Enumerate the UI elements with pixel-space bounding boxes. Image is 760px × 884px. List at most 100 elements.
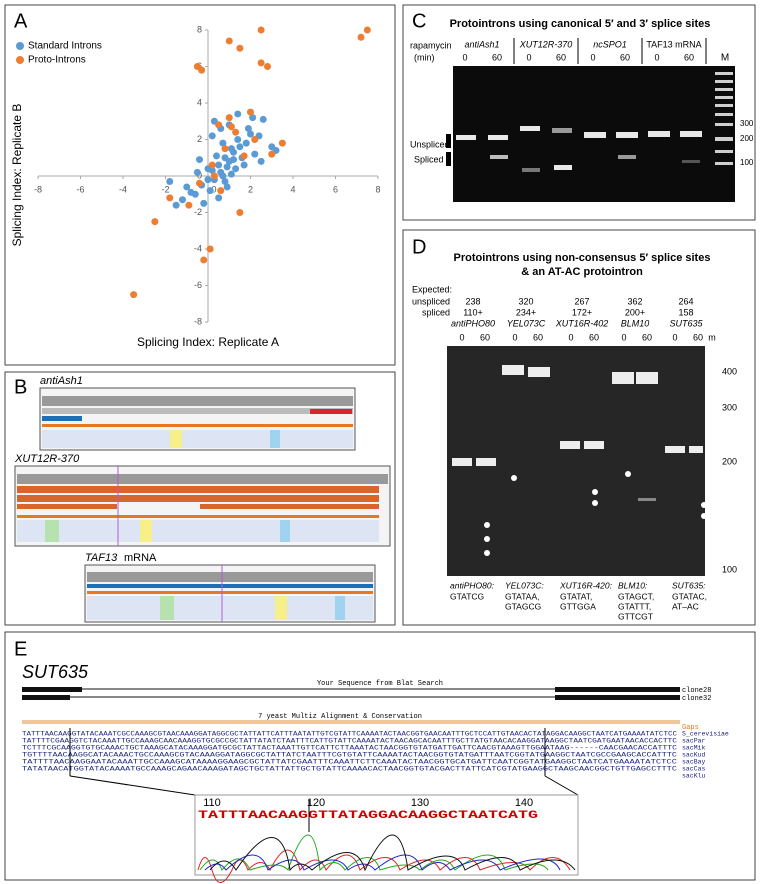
- point: [223, 183, 231, 191]
- expected-spliced: 200+: [625, 307, 645, 317]
- species-label: sacMik: [682, 745, 706, 752]
- x-tick-label: 2: [248, 184, 253, 194]
- point: [240, 152, 248, 160]
- point: [259, 115, 267, 123]
- caption-name: BLM10:: [618, 580, 648, 590]
- caption-site: GTATAA,: [505, 591, 539, 601]
- x-tick-label: 6: [333, 184, 338, 194]
- expected-unspliced: 238: [465, 296, 480, 306]
- track-title: XUT12R-370: [14, 453, 80, 465]
- gene-name: SUT635: [22, 662, 89, 682]
- x-axis-label: Splicing Index: Replicate A: [137, 335, 279, 349]
- point: [130, 291, 138, 299]
- point: [227, 123, 235, 131]
- x-tick-label: 4: [290, 184, 295, 194]
- point: [198, 66, 206, 74]
- alignment-row: TATTTAACAAGGTATACAAATCGCCAAAGCGTAACAAAGG…: [22, 731, 677, 738]
- position-label: 120: [307, 797, 325, 809]
- track-title: antiAsh1: [40, 375, 83, 387]
- panel-title: Protointrons using canonical 5′ and 3′ s…: [450, 18, 711, 30]
- panel-label: D: [412, 236, 426, 258]
- point: [236, 209, 244, 216]
- point: [196, 156, 203, 164]
- track-title: 7 yeast Multiz Alignment & Conservation: [258, 713, 422, 721]
- caption-name: SUT635:: [672, 580, 706, 590]
- lane-time: 0: [526, 52, 531, 62]
- caption-site: GTTCGT: [618, 611, 653, 621]
- expected-spliced: 110+: [463, 307, 483, 317]
- genome-browser: [14, 465, 391, 547]
- species-label: sacKud: [682, 752, 706, 759]
- lane-time: 60: [693, 332, 703, 342]
- lane-time: 0: [672, 332, 677, 342]
- point: [179, 196, 186, 204]
- panel-title: & an AT-AC protointron: [521, 266, 643, 278]
- lane-group: ncSPO1: [593, 39, 627, 49]
- alignment-row: TATTTTAACAAGGAATACAAATTGCCAAAGCATAAAAGGA…: [22, 759, 677, 766]
- genome-browser: [84, 564, 376, 623]
- band-label: Unspliced: [410, 139, 450, 149]
- panel-title: Protointrons using non-consensus 5′ spli…: [454, 252, 711, 264]
- x-tick-label: -8: [34, 184, 42, 194]
- size-label: 100: [722, 564, 737, 574]
- point: [172, 201, 180, 209]
- lane-name: BLM10: [621, 318, 650, 328]
- conservation-bar: [22, 720, 680, 724]
- lane-time: 60: [556, 52, 566, 62]
- lane-times: 0 60 0 60 0 60 0 60: [462, 52, 694, 62]
- lane-group: TAF13 mRNA: [646, 39, 701, 49]
- positions: 110 120 130 140: [203, 797, 533, 809]
- point: [227, 145, 235, 153]
- species-label: S_cerevisiae: [682, 731, 729, 738]
- point: [234, 110, 242, 118]
- point: [193, 168, 201, 176]
- lane-time: 0: [590, 52, 595, 62]
- point: [227, 170, 235, 178]
- point: [204, 176, 212, 184]
- alignment: TATTTAACAAGGTATACAAATCGCCAAAGCGTAACAAAGG…: [22, 731, 729, 780]
- alignment-row: TATATAACATGGTATACAAAATGCCAAAGCAGAACAAAGA…: [22, 766, 677, 773]
- lane-time: 0: [462, 52, 467, 62]
- point: [357, 33, 365, 41]
- point: [223, 163, 231, 171]
- y-tick-label: -4: [194, 243, 202, 253]
- expected-unspliced: 362: [627, 296, 642, 306]
- read-sequence: TATTTAACAAGGTTATAGGACAAGGCTAATCATG: [198, 810, 539, 822]
- point: [225, 37, 233, 45]
- lane-name: SUT635: [669, 318, 703, 328]
- caption-name: XUT16R-420:: [559, 580, 613, 590]
- caption-site: GTATAC,: [672, 591, 707, 601]
- lane-time: 60: [589, 332, 599, 342]
- point: [217, 187, 225, 195]
- caption-name: YEL073C:: [505, 580, 544, 590]
- band-label: Spliced: [414, 154, 444, 164]
- point: [221, 177, 229, 185]
- point: [151, 218, 159, 226]
- size-label: 300: [740, 119, 754, 128]
- marker-label: M: [721, 53, 729, 64]
- gaps-label: Gaps: [682, 724, 699, 732]
- point: [206, 245, 214, 253]
- point: [215, 161, 223, 169]
- x-tick-label: 8: [375, 184, 380, 194]
- unit-label: (min): [414, 52, 435, 62]
- y-tick-label: 0: [197, 170, 202, 180]
- legend-marker: [16, 42, 24, 50]
- lane-time: 60: [492, 52, 502, 62]
- y-tick-label: 8: [197, 24, 202, 34]
- caption-site: GTTGGA: [560, 601, 596, 611]
- legend-label: Standard Introns: [28, 41, 102, 52]
- point: [251, 136, 259, 143]
- clone-label: clone32: [682, 695, 711, 703]
- point: [200, 256, 208, 264]
- point: [249, 114, 257, 122]
- expected-label: Expected:: [412, 284, 452, 294]
- point: [257, 59, 265, 67]
- point: [196, 179, 203, 187]
- x-tick-label: -4: [119, 184, 127, 194]
- position-label: 110: [203, 797, 221, 809]
- point: [200, 199, 208, 207]
- position-label: 140: [515, 797, 533, 809]
